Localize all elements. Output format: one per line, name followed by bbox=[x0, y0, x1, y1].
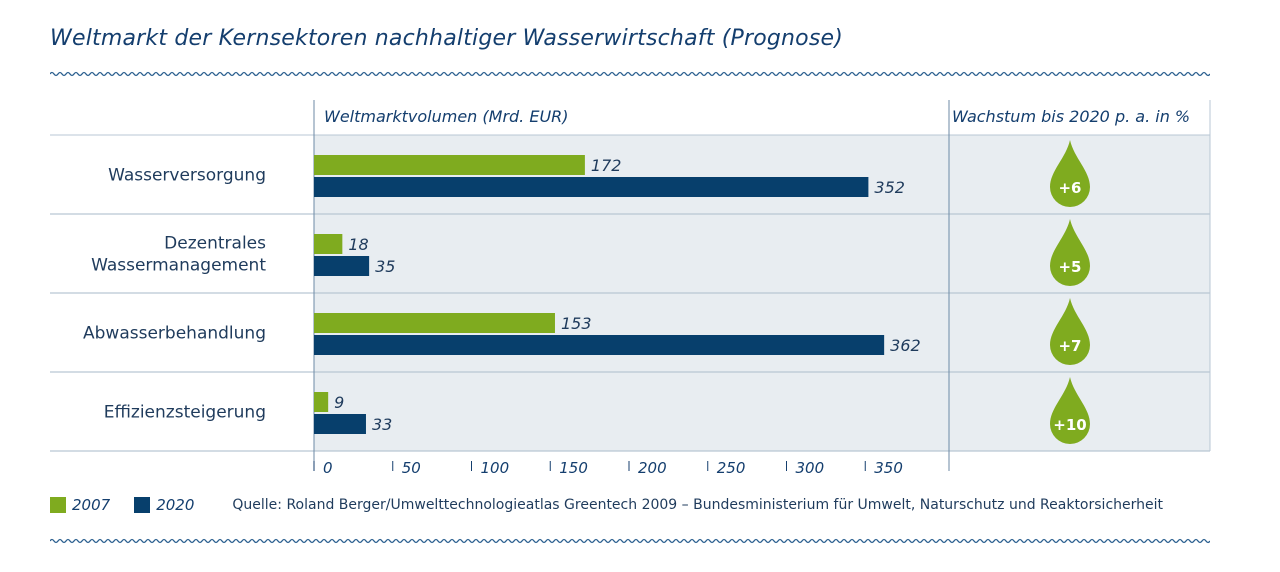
value-label-2007: 9 bbox=[334, 393, 344, 412]
x-tick-label: 250 bbox=[717, 459, 746, 477]
x-tick-label: 300 bbox=[796, 459, 825, 477]
x-tick-label: 200 bbox=[638, 459, 667, 477]
bottom-wave-divider bbox=[50, 538, 1210, 544]
bar-2020 bbox=[314, 177, 869, 197]
value-label-2020: 35 bbox=[375, 257, 395, 276]
legend: 2007 2020 Quelle: Roland Berger/Umweltte… bbox=[50, 496, 1163, 514]
bar-2020 bbox=[314, 414, 366, 434]
category-label: Abwasserbehandlung bbox=[83, 324, 266, 344]
legend-label-2020: 2020 bbox=[156, 496, 195, 514]
value-label-2007: 18 bbox=[348, 235, 368, 254]
value-label-2020: 33 bbox=[372, 415, 392, 434]
bar-2007 bbox=[314, 234, 343, 254]
bar-2007 bbox=[314, 392, 329, 412]
category-label: Effizienzsteigerung bbox=[104, 403, 266, 423]
growth-value: +5 bbox=[1058, 258, 1081, 276]
value-label-2020: 362 bbox=[890, 336, 921, 355]
growth-header: Wachstum bis 2020 p. a. in % bbox=[952, 107, 1190, 126]
category-label: Dezentrales Wassermanagement bbox=[91, 234, 266, 276]
bar-2007 bbox=[314, 155, 585, 175]
growth-value: +10 bbox=[1053, 416, 1086, 434]
legend-swatch-2020 bbox=[134, 497, 151, 513]
legend-label-2007: 2007 bbox=[72, 496, 111, 514]
bar-2020 bbox=[314, 256, 370, 276]
x-tick-label: 0 bbox=[323, 459, 333, 477]
growth-drop-icon bbox=[1050, 377, 1090, 444]
growth-value: +7 bbox=[1058, 337, 1081, 355]
growth-drop-icon bbox=[1050, 219, 1090, 286]
legend-swatch-2007 bbox=[50, 497, 66, 513]
x-tick-label: 350 bbox=[874, 459, 903, 477]
category-label: Wasserversorgung bbox=[108, 166, 266, 186]
bar-2007 bbox=[314, 313, 555, 333]
x-tick-label: 50 bbox=[402, 459, 421, 477]
bar-chart: Weltmarktvolumen (Mrd. EUR) Wachstum bis … bbox=[50, 100, 1211, 477]
chart-title: Weltmarkt der Kernsektoren nachhaltiger … bbox=[50, 26, 844, 51]
value-label-2007: 153 bbox=[561, 314, 592, 333]
x-tick-label: 150 bbox=[559, 459, 588, 477]
top-wave-divider bbox=[50, 71, 1210, 77]
growth-value: +6 bbox=[1058, 179, 1081, 197]
value-label-2020: 352 bbox=[874, 178, 905, 197]
volume-header: Weltmarktvolumen (Mrd. EUR) bbox=[324, 107, 569, 126]
growth-drop-icon bbox=[1050, 140, 1090, 207]
growth-drop-icon bbox=[1050, 298, 1090, 365]
x-tick-label: 100 bbox=[481, 459, 510, 477]
value-label-2007: 172 bbox=[591, 156, 622, 175]
bar-2020 bbox=[314, 335, 885, 355]
source-note: Quelle: Roland Berger/Umwelttechnologiea… bbox=[232, 497, 1163, 513]
